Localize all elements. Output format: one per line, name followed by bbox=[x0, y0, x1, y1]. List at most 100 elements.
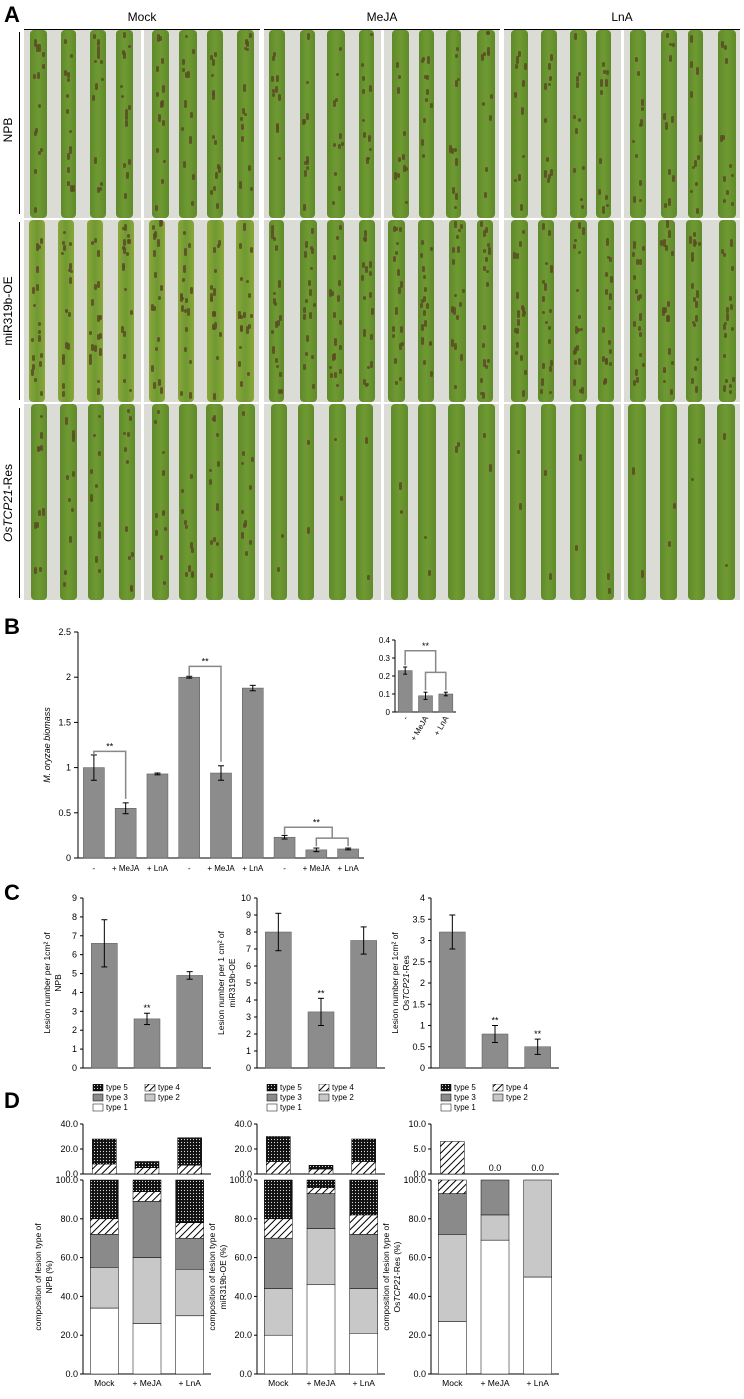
lesion-spot bbox=[93, 284, 97, 291]
lesion-spot bbox=[662, 239, 666, 247]
lesion-spot bbox=[638, 199, 642, 203]
lesion-spot bbox=[639, 294, 643, 299]
inset-y-tick-label: 0 bbox=[386, 708, 391, 717]
lesion-spot bbox=[337, 280, 341, 286]
lesion-spot bbox=[420, 298, 424, 303]
y-tick-label: 2 bbox=[66, 672, 71, 682]
lesion-spot bbox=[453, 294, 457, 298]
x-tick-label: - bbox=[283, 864, 286, 873]
lesion-spot bbox=[120, 84, 124, 88]
lesion-spot bbox=[488, 247, 492, 256]
lesion-spot bbox=[722, 385, 726, 393]
lesion-spot bbox=[339, 46, 343, 51]
lesion-spot bbox=[125, 112, 129, 121]
leaf-blade bbox=[268, 220, 285, 402]
legend-swatch bbox=[492, 1093, 504, 1102]
lesion-spot bbox=[421, 153, 425, 158]
lesion-spot bbox=[543, 170, 547, 178]
lesion-spot bbox=[695, 290, 699, 298]
y-tick-label: 3.5 bbox=[412, 914, 425, 924]
lesion-spot bbox=[633, 320, 637, 327]
lesion-spot bbox=[162, 451, 166, 455]
lesion-spot bbox=[241, 135, 245, 142]
lesion-spot bbox=[69, 277, 73, 284]
leaf-blade bbox=[717, 30, 736, 218]
lesion-spot bbox=[70, 508, 74, 512]
lesion-spot bbox=[272, 291, 276, 296]
lesion-spot bbox=[486, 51, 490, 57]
lesion-spot bbox=[96, 187, 100, 193]
top-bar-segment bbox=[440, 1141, 465, 1175]
lesion-spot bbox=[694, 385, 698, 394]
lesion-spot bbox=[98, 414, 102, 418]
significance-mark: ** bbox=[143, 1003, 151, 1013]
lesion-spot bbox=[340, 142, 344, 147]
significance-mark: ** bbox=[534, 1029, 542, 1039]
lesion-spot bbox=[521, 312, 525, 317]
lesion-spot bbox=[191, 570, 195, 577]
lesion-spot bbox=[575, 82, 579, 89]
lesion-spot bbox=[608, 256, 612, 262]
lesion-spot bbox=[425, 74, 429, 81]
lesion-spot bbox=[275, 320, 279, 329]
y-tick-label: 4 bbox=[420, 893, 425, 903]
lesion-spot bbox=[245, 279, 249, 284]
lesion-spot bbox=[722, 199, 726, 204]
lesion-spot bbox=[455, 158, 459, 166]
x-tick-label: + LnA bbox=[526, 1378, 549, 1388]
y-axis-label: Lesion number per 1cm² ofOsTCP21-Res bbox=[390, 932, 411, 1034]
y-tick-label: 0.5 bbox=[412, 1042, 425, 1052]
lesion-spot bbox=[484, 257, 488, 263]
leaf-blade bbox=[268, 30, 286, 218]
lesion-spot bbox=[424, 98, 428, 102]
lesion-spot bbox=[312, 303, 316, 307]
lesion-spot bbox=[240, 325, 244, 333]
x-tick-label: + LnA bbox=[147, 864, 169, 873]
leaf-photo-tile bbox=[624, 220, 740, 402]
lesion-spot bbox=[632, 241, 636, 249]
leaf-blade bbox=[717, 404, 735, 600]
y-tick-label: 3 bbox=[246, 1012, 251, 1022]
lesion-spot bbox=[98, 186, 102, 191]
lesion-spot bbox=[548, 229, 552, 237]
lesion-spot bbox=[122, 239, 126, 246]
leaf-photo-tile bbox=[144, 220, 259, 402]
bar bbox=[176, 975, 203, 1069]
leaf-blade bbox=[538, 220, 555, 402]
lesion-spot bbox=[271, 231, 275, 240]
lesion-spot bbox=[306, 166, 310, 170]
lesion-spot bbox=[518, 50, 522, 57]
bar-segment bbox=[132, 1257, 162, 1324]
legend-swatch bbox=[92, 1093, 104, 1102]
lesion-spot bbox=[689, 236, 693, 244]
lesion-spot bbox=[214, 172, 218, 179]
lesion-spot bbox=[35, 44, 39, 52]
lesion-spot bbox=[124, 109, 128, 114]
lesion-spot bbox=[482, 52, 486, 56]
bar-segment bbox=[175, 1237, 204, 1270]
leaf-blade bbox=[57, 220, 74, 402]
lesion-spot bbox=[37, 150, 41, 156]
lesion-spot bbox=[209, 469, 213, 473]
lesion-spot bbox=[152, 306, 156, 311]
lesion-spot bbox=[181, 488, 185, 494]
inset-y-tick-label: 0.4 bbox=[379, 636, 391, 645]
lesion-spot bbox=[606, 572, 610, 581]
lesion-spot bbox=[456, 245, 460, 254]
lesion-spot bbox=[270, 330, 274, 335]
lesion-spot bbox=[38, 567, 42, 572]
top-bar-segment bbox=[177, 1165, 202, 1175]
lesion-spot bbox=[33, 567, 37, 574]
lesion-spot bbox=[160, 179, 164, 185]
y-tick-label: 40.0 bbox=[408, 1291, 426, 1301]
y-axis-label: composition of lesion type ofNPB (%) bbox=[33, 1223, 54, 1331]
lesion-spot bbox=[544, 320, 548, 325]
leaf-blade bbox=[388, 220, 406, 402]
lesion-spot bbox=[249, 539, 253, 546]
lesion-spot bbox=[634, 56, 638, 63]
y-tick-label: 100.0 bbox=[229, 1175, 252, 1185]
lesion-spot bbox=[573, 32, 577, 40]
leaf-blade bbox=[630, 220, 647, 402]
lesion-spot bbox=[217, 460, 221, 468]
lesion-spot bbox=[639, 118, 643, 127]
